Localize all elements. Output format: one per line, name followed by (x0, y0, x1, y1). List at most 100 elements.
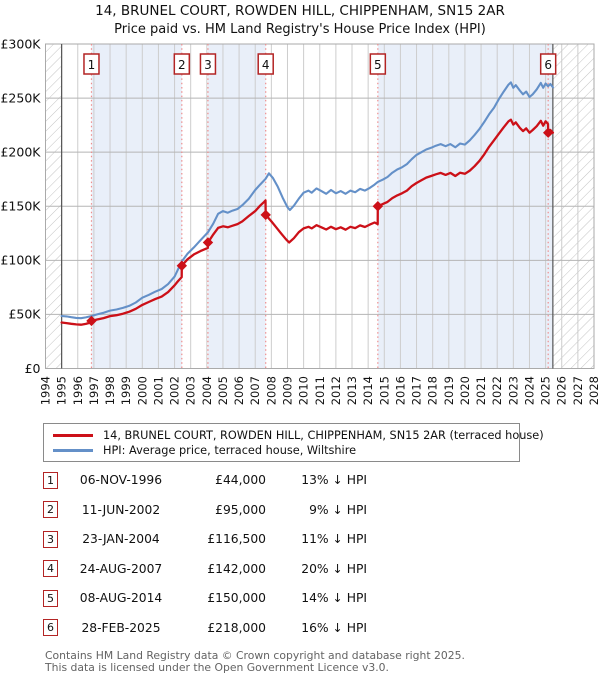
footer: Contains HM Land Registry data © Crown c… (45, 650, 465, 673)
sale-date: 08-AUG-2014 (79, 591, 163, 605)
x-axis-tick-label: 1995 (55, 376, 69, 405)
sale-number-chart-badge (199, 53, 217, 75)
x-axis-tick-label: 2018 (426, 376, 440, 405)
legend-label: 14, BRUNEL COURT, ROWDEN HILL, CHIPPENHA… (103, 429, 544, 442)
sale-number-chart-label: 1 (88, 58, 96, 72)
y-axis-tick-label: £150K (0, 199, 41, 214)
sale-date: 23-JAN-2004 (82, 532, 160, 546)
sale-marker-diamond (260, 209, 271, 221)
sale-hpi-difference: 16% ↓ HPI (301, 620, 367, 635)
sale-hpi-difference: 20% ↓ HPI (301, 561, 367, 576)
sale-date: 06-NOV-1996 (79, 473, 163, 487)
x-axis-tick-label: 2014 (361, 376, 375, 405)
y-axis-tick-label: £100K (0, 253, 41, 268)
x-axis-tick-label: 1994 (39, 376, 53, 405)
sale-hpi-difference: 13% ↓ HPI (301, 473, 367, 487)
x-axis-tick-label: 1999 (119, 376, 133, 405)
x-axis-tick-label: 2004 (200, 376, 214, 405)
x-axis-tick-label: 2019 (442, 376, 456, 405)
sale-marker-diamond (86, 315, 97, 327)
x-axis-tick-label: 2028 (587, 376, 600, 405)
y-axis-tick-label: £200K (0, 144, 41, 159)
sale-row: 4 24-AUG-2007 £142,000 20% ↓ HPI (43, 560, 573, 578)
sale-date: 24-AUG-2007 (79, 561, 163, 576)
x-axis-tick-label: 2020 (458, 376, 472, 405)
page-subtitle: Price paid vs. HM Land Registry's House … (114, 22, 486, 37)
x-axis-tick-label: 2002 (168, 376, 182, 405)
x-axis-tick-label: 1997 (87, 376, 101, 405)
plot-border (45, 43, 595, 369)
sale-number-badge: 6 (43, 619, 58, 636)
y-axis-tick-label: £300K (0, 38, 41, 51)
price-paid-line (60, 118, 555, 326)
sale-number-chart-badge (83, 53, 100, 75)
sale-row: 6 28-FEB-2025 £218,000 16% ↓ HPI (43, 619, 573, 637)
sale-price: £218,000 (207, 620, 266, 635)
x-axis-tick-label: 2015 (377, 376, 391, 405)
x-axis-tick-label: 2027 (571, 376, 585, 405)
sale-hpi-difference: 11% ↓ HPI (301, 532, 367, 546)
x-axis-tick-label: 2021 (474, 376, 488, 405)
sale-row: 3 23-JAN-2004 £116,500 11% ↓ HPI (43, 530, 573, 548)
x-axis-tick-label: 2008 (264, 376, 278, 405)
hpi-line-swatch (53, 449, 93, 452)
sale-marker-diamond (542, 127, 554, 138)
sale-number-chart-label: 3 (204, 58, 212, 72)
y-axis-tick-label: £50K (8, 307, 41, 322)
sale-price: £44,000 (215, 473, 266, 487)
sale-price: £95,000 (215, 502, 266, 517)
legend-item-price-paid: 14, BRUNEL COURT, ROWDEN HILL, CHIPPENHA… (44, 428, 544, 443)
sale-number-badge: 5 (43, 589, 58, 607)
sale-price: £142,000 (207, 561, 266, 576)
legend-label: HPI: Average price, terraced house, Wilt… (103, 444, 357, 457)
x-axis-tick-label: 2012 (329, 376, 343, 405)
price-line-swatch (53, 434, 93, 437)
sale-price: £150,000 (207, 591, 266, 605)
x-axis-tick-label: 1996 (71, 376, 85, 405)
sale-hpi-difference: 9% ↓ HPI (309, 502, 367, 517)
sale-number-chart-badge (173, 53, 191, 75)
x-axis-tick-label: 2023 (506, 376, 520, 405)
price-history-chart: 1 2 3 4 5 6 £0 £50K £100K £150K £200K £250K £300K 199… (0, 38, 600, 405)
x-axis-tick-label: 2005 (216, 376, 230, 405)
sale-row: 2 11-JUN-2002 £95,000 9% ↓ HPI (43, 501, 573, 519)
y-axis-tick-label: £0 (25, 361, 41, 376)
sales-table: 1 06-NOV-1996 £44,000 13% ↓ HPI 2 11-JUN-2002… (43, 471, 573, 648)
x-axis-tick-label: 2016 (393, 376, 407, 405)
sale-price: £116,500 (207, 532, 266, 546)
x-axis-tick-label: 2022 (490, 376, 504, 405)
x-axis-tick-label: 2000 (135, 376, 149, 405)
sale-number-chart-badge (369, 53, 387, 75)
x-axis-tick-label: 2024 (522, 376, 536, 405)
x-axis-tick-label: 2003 (184, 376, 198, 405)
x-axis-tick-label: 2010 (297, 376, 311, 405)
x-axis-tick-label: 2011 (313, 376, 327, 405)
sale-date: 11-JUN-2002 (81, 502, 161, 517)
sale-number-chart-badge (257, 53, 274, 75)
legend-item-hpi: HPI: Average price, terraced house, Wilt… (44, 443, 519, 458)
sale-row: 1 06-NOV-1996 £44,000 13% ↓ HPI (43, 471, 573, 489)
sale-number-badge: 1 (43, 471, 58, 489)
x-axis-tick-label: 2009 (280, 376, 294, 405)
x-axis-tick-label: 2026 (555, 376, 569, 405)
footer-licence: This data is licensed under the Open Gov… (45, 660, 389, 674)
hpi-line (60, 81, 554, 320)
x-axis-tick-label: 2017 (410, 376, 424, 405)
x-axis-tick-label: 2013 (345, 376, 359, 405)
x-axis-tick-label: 2025 (539, 376, 553, 405)
sale-number-chart-badge (539, 53, 557, 75)
x-axis-tick-label: 2007 (248, 376, 262, 405)
sale-marker-diamond (202, 237, 214, 248)
sale-number-badge: 3 (43, 530, 58, 548)
chart-legend: 14, BRUNEL COURT, ROWDEN HILL, CHIPPENHA… (43, 423, 544, 462)
sale-number-chart-label: 6 (544, 58, 552, 72)
footer-copyright: Contains HM Land Registry data © Crown c… (45, 649, 465, 662)
sale-date: 28-FEB-2025 (81, 620, 161, 635)
y-axis-tick-label: £250K (0, 90, 41, 105)
sale-number-chart-label: 4 (262, 58, 270, 72)
x-axis-tick-label: 2006 (232, 376, 246, 405)
sale-number-chart-label: 2 (178, 58, 186, 72)
sale-marker-diamond (372, 201, 384, 212)
x-axis-tick-label: 1998 (103, 376, 117, 405)
